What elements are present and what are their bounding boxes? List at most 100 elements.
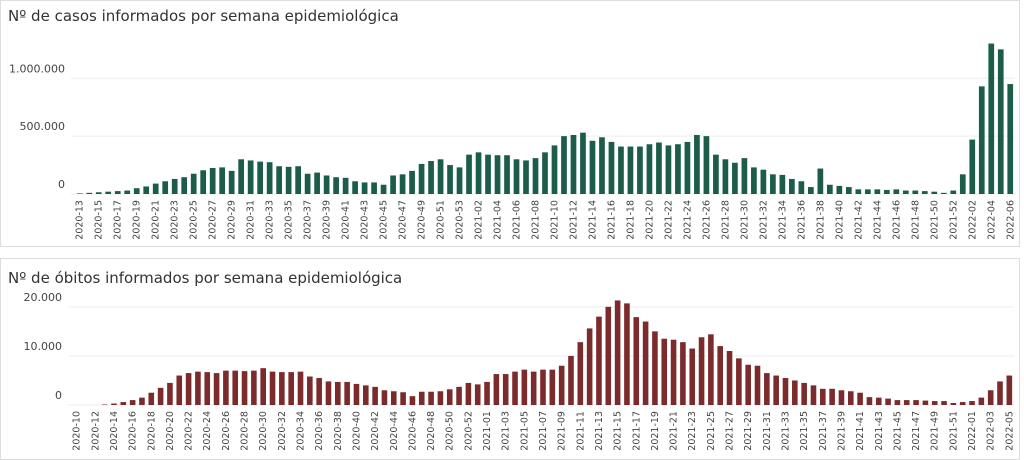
x-tick-label: 2020-34	[296, 411, 307, 451]
bar	[400, 392, 406, 405]
bar	[561, 136, 567, 194]
bar	[605, 306, 612, 405]
bar	[342, 177, 349, 194]
x-tick-label: 2020-51	[436, 200, 447, 240]
bar	[114, 191, 121, 194]
bar	[978, 397, 985, 405]
bar	[627, 146, 634, 194]
bar	[779, 174, 786, 194]
bar	[764, 373, 770, 405]
bar	[931, 401, 938, 405]
x-tick-label: 2021-32	[758, 200, 769, 240]
bar	[209, 167, 216, 194]
bar	[390, 175, 396, 194]
bar	[708, 334, 714, 405]
bar	[181, 177, 188, 194]
bar	[736, 358, 742, 405]
bar	[513, 159, 520, 194]
x-tick-label: 2022-03	[986, 411, 997, 451]
bar	[124, 190, 131, 194]
x-tick-label: 2021-30	[739, 200, 750, 240]
x-tick-label: 2021-26	[701, 200, 712, 240]
bar	[836, 185, 843, 194]
x-tick-label: 2021-42	[853, 200, 864, 240]
bar	[855, 189, 862, 194]
x-tick-label: 2021-48	[910, 200, 921, 240]
bar	[652, 331, 658, 405]
bar	[741, 158, 748, 194]
bar	[409, 170, 415, 194]
x-tick-label: 2021-08	[531, 200, 542, 240]
bar	[247, 160, 254, 194]
x-tick-label: 2020-45	[379, 200, 390, 240]
x-tick-label: 2020-27	[208, 200, 219, 240]
x-tick-label: 2020-49	[417, 200, 428, 240]
bar	[352, 181, 358, 194]
bar	[213, 373, 220, 405]
bar	[176, 375, 183, 405]
x-tick-label: 2021-38	[815, 200, 826, 240]
x-tick-label: 2021-11	[575, 411, 586, 451]
bar	[694, 134, 700, 194]
bar	[894, 400, 901, 405]
bar	[959, 174, 966, 194]
bar	[380, 184, 387, 194]
x-tick-label: 2022-01	[967, 411, 978, 451]
bar	[633, 317, 640, 405]
y-tick-label: 10.000	[24, 340, 63, 353]
bar	[540, 369, 546, 405]
bar	[866, 397, 873, 405]
bar	[139, 397, 145, 405]
bar	[190, 173, 197, 194]
bar	[307, 376, 313, 405]
x-tick-label: 2021-23	[687, 411, 698, 451]
bar	[558, 365, 565, 405]
bar	[646, 144, 653, 194]
x-tick-label: 2021-52	[948, 200, 959, 240]
x-tick-label: 2020-28	[240, 411, 251, 451]
x-tick-label: 2020-12	[90, 411, 101, 451]
x-tick-label: 2020-31	[246, 200, 257, 240]
x-tick-label: 2020-42	[370, 411, 381, 451]
x-tick-label: 2020-38	[333, 411, 344, 451]
x-tick-label: 2020-21	[151, 200, 162, 240]
bar	[670, 339, 677, 405]
bar	[810, 385, 817, 405]
bar	[637, 146, 643, 194]
bar	[827, 184, 833, 194]
x-tick-label: 2020-35	[284, 200, 295, 240]
x-tick-label: 2020-43	[360, 200, 371, 240]
x-tick-label: 2021-12	[568, 200, 579, 240]
bar	[105, 191, 112, 194]
bar	[596, 316, 602, 405]
x-tick-label: 2020-24	[202, 411, 213, 451]
bar	[717, 346, 724, 405]
bar	[801, 382, 807, 405]
bar	[969, 401, 975, 405]
bar	[754, 365, 761, 405]
bar	[266, 162, 273, 194]
bar	[978, 86, 985, 194]
bar	[204, 372, 211, 405]
bar	[260, 368, 266, 405]
bar	[698, 337, 705, 405]
x-tick-label: 2020-10	[72, 411, 83, 451]
x-tick-label: 2021-15	[613, 411, 624, 451]
bar	[789, 178, 795, 194]
bar	[661, 338, 668, 405]
bar	[325, 381, 332, 405]
x-tick-label: 2020-39	[322, 200, 333, 240]
bar	[143, 186, 150, 194]
bar	[133, 188, 140, 194]
bar	[845, 187, 852, 194]
x-tick-label: 2021-14	[587, 200, 598, 240]
bar	[1007, 84, 1014, 194]
bar	[642, 321, 649, 405]
x-tick-label: 2021-39	[836, 411, 847, 451]
bar	[624, 303, 630, 405]
y-tick-label: 0	[58, 178, 65, 191]
bar	[760, 169, 767, 194]
bar	[409, 396, 416, 405]
bar	[428, 161, 434, 194]
x-tick-label: 2020-30	[258, 411, 269, 451]
